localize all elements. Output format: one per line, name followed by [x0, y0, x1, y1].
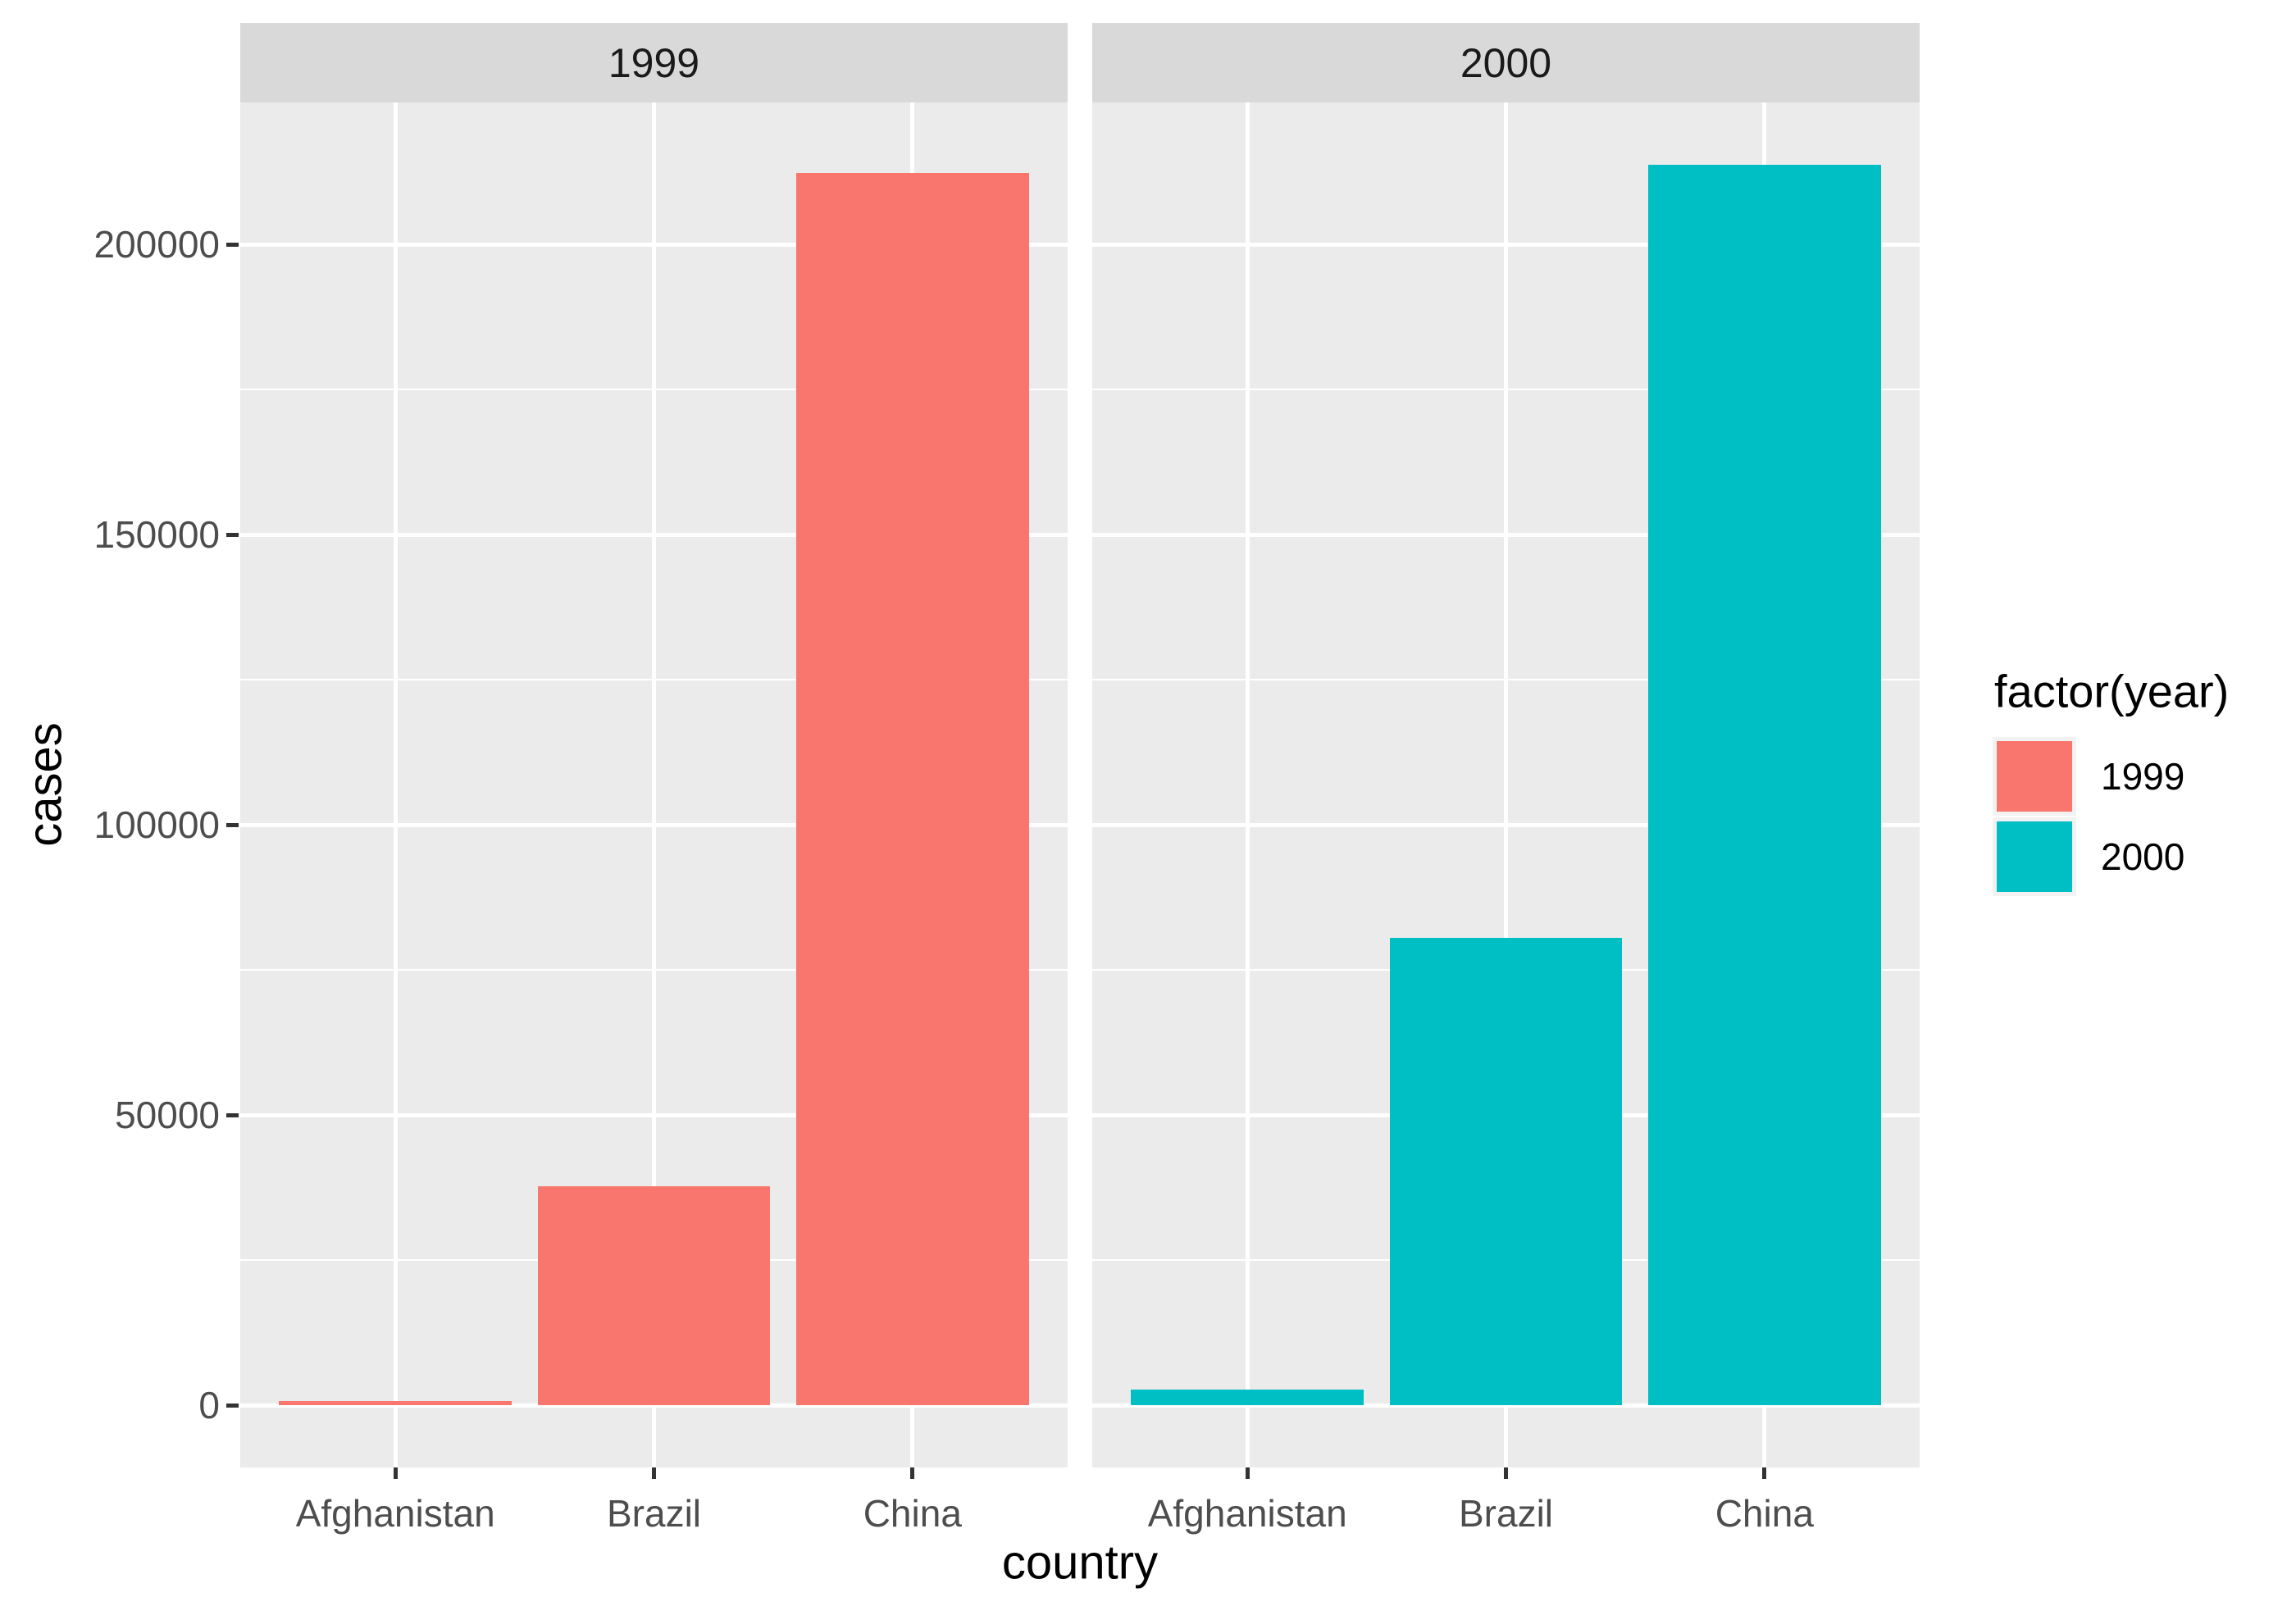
- x-axis-title: country: [1001, 1535, 1159, 1590]
- y-tick-label-0: 0: [198, 1384, 220, 1427]
- legend-title: factor(year): [1994, 665, 2230, 717]
- y-tick-label-200000: 200000: [93, 223, 221, 266]
- bar-brazil-2000: [1389, 938, 1623, 1406]
- gridline-category-brazil: [652, 102, 656, 1467]
- bar-afghanistan-1999: [279, 1401, 512, 1406]
- legend-swatch-2000: [1997, 821, 2072, 892]
- y-tick-100000: [226, 822, 239, 827]
- x-tick-label-china-2000: China: [1715, 1492, 1814, 1535]
- facet-strip-1999: 1999: [240, 23, 1068, 102]
- facet-panel-1999: [240, 102, 1068, 1467]
- y-tick-label-150000: 150000: [93, 513, 221, 557]
- legend-label-2000: 2000: [2101, 835, 2185, 878]
- x-tick-label-brazil-2000: Brazil: [1458, 1492, 1554, 1535]
- bar-china-2000: [1647, 164, 1881, 1406]
- y-tick-0: [226, 1403, 239, 1408]
- x-tick-label-afghanistan-1999: Afghanistan: [295, 1492, 495, 1535]
- facet-panel-2000: [1092, 102, 1920, 1467]
- facet-strip-2000: 2000: [1092, 23, 1920, 102]
- y-tick-label-100000: 100000: [93, 803, 221, 847]
- y-tick-label-50000: 50000: [115, 1094, 220, 1137]
- gridline-category-brazil: [1504, 102, 1508, 1467]
- x-tick-label-china-1999: China: [863, 1492, 962, 1535]
- gridline-category-afghanistan: [393, 102, 398, 1467]
- bar-afghanistan-2000: [1131, 1390, 1364, 1406]
- bar-china-1999: [795, 173, 1029, 1406]
- x-tick-brazil-2000: [1504, 1467, 1508, 1479]
- x-tick-label-brazil-1999: Brazil: [606, 1492, 702, 1535]
- y-tick-150000: [226, 532, 239, 537]
- x-tick-afghanistan-2000: [1245, 1467, 1250, 1479]
- x-tick-china-1999: [910, 1467, 915, 1479]
- legend-label-1999: 1999: [2101, 755, 2185, 798]
- y-tick-200000: [226, 242, 239, 247]
- x-tick-china-2000: [1762, 1467, 1767, 1479]
- gridline-category-afghanistan: [1245, 102, 1250, 1467]
- bar-brazil-1999: [537, 1186, 771, 1406]
- x-tick-label-afghanistan-2000: Afghanistan: [1147, 1492, 1347, 1535]
- x-tick-afghanistan-1999: [393, 1467, 398, 1479]
- legend-key-1999: [1993, 737, 2076, 816]
- y-tick-50000: [226, 1112, 239, 1117]
- x-tick-brazil-1999: [652, 1467, 656, 1479]
- legend-swatch-1999: [1997, 741, 2072, 812]
- y-axis-title: cases: [18, 722, 72, 847]
- legend-key-2000: [1993, 817, 2076, 896]
